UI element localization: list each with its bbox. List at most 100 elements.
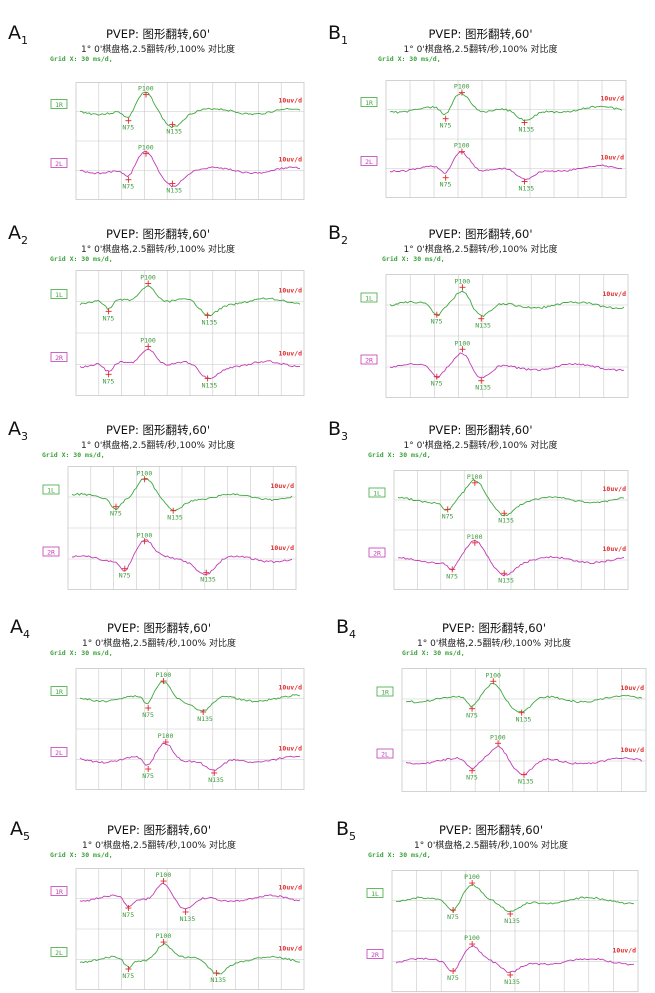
- peak-label-p100: P100: [467, 533, 483, 541]
- peak-marker-p100: P100: [156, 932, 172, 946]
- scale-label: 10uv/d: [279, 350, 303, 358]
- peak-marker-n135: N135: [504, 910, 520, 925]
- grid: [391, 870, 639, 992]
- peak-marker-p100: P100: [464, 873, 480, 887]
- peak-marker-n135: N135: [498, 570, 514, 584]
- peak-marker-n75: N75: [447, 968, 459, 982]
- peak-label-n75: N75: [122, 911, 134, 919]
- channel-label: 1R: [55, 101, 63, 109]
- peak-marker-n135: N135: [202, 312, 217, 326]
- waveform-trace: 1L N75 P100 N135: [366, 873, 635, 925]
- panel-number: 3: [341, 429, 349, 443]
- channel-label: 2R: [365, 357, 373, 365]
- channel-label: 1L: [371, 890, 379, 898]
- panel-letter: B: [336, 818, 350, 840]
- scale-label: 10uv/d: [601, 95, 625, 103]
- panel-subtitle: 1° 0'棋盘格,2.5翻转/秒,100% 对比度: [403, 45, 558, 55]
- scale-label: 10uv/d: [279, 945, 303, 953]
- channel-label: 2R: [373, 550, 381, 558]
- panel-title: PVEP: 图形翻转,60': [442, 621, 546, 635]
- channel-label: 1R: [381, 689, 389, 697]
- panel-a1: A1 PVEP: 图形翻转,60' 1° 0'棋盘格,2.5翻转/秒,100% …: [8, 22, 308, 200]
- panel-subtitle: 1° 0'棋盘格,2.5翻转/秒,100% 对比度: [82, 841, 236, 851]
- peak-marker-n135: N135: [197, 708, 213, 723]
- channel-label: 2R: [55, 354, 63, 362]
- peak-marker-p100: P100: [140, 336, 156, 350]
- waveform-trace: 2R N75 P100 N135 10uv/d: [368, 533, 626, 584]
- grid-label: Grid X: 30 ms/d,: [402, 649, 465, 657]
- panel-title: PVEP: 图形翻转,60': [107, 621, 211, 635]
- peak-marker-p100: P100: [137, 469, 152, 483]
- waveform-line: [397, 540, 625, 577]
- channel-label: 1L: [373, 490, 381, 498]
- waveform-trace: 1L N75 P100 N135 10uv/d: [50, 273, 302, 326]
- panel-subtitle: 1° 0'棋盘格,2.5翻转/秒,100% 对比度: [414, 841, 568, 851]
- peak-marker-n135: N135: [498, 510, 514, 524]
- channel-label: 1L: [55, 291, 63, 299]
- panel-subtitle: 1° 0'棋盘格,2.5翻转/秒,100% 对比度: [417, 639, 571, 649]
- peak-label-n75: N75: [440, 181, 452, 189]
- peak-marker-n75: N75: [122, 117, 134, 132]
- channel-label-box: [50, 99, 68, 109]
- peak-marker-n75: N75: [119, 565, 131, 580]
- peak-marker-p100: P100: [467, 533, 483, 546]
- panel-letter: B: [328, 222, 342, 244]
- channel-label-box: [376, 748, 394, 759]
- panel-title: PVEP: 图形翻转,60': [428, 27, 533, 41]
- panel-b2: B2 PVEP: 图形翻转,60' 1° 0'棋盘格,2.5翻转/秒,100% …: [328, 222, 633, 400]
- scale-label: 10uv/d: [613, 947, 637, 955]
- channel-label-box: [366, 949, 384, 959]
- channel-label: 1R: [55, 688, 63, 696]
- panel-letter: A: [8, 418, 21, 440]
- waveform-line: [389, 92, 623, 121]
- peak-label-p100: P100: [464, 873, 480, 881]
- peak-marker-n135: N135: [180, 908, 195, 923]
- peak-label-n135: N135: [498, 576, 514, 584]
- peak-label-n75: N75: [442, 512, 454, 520]
- peak-marker-p100: P100: [467, 473, 483, 486]
- waveform-line: [71, 477, 293, 512]
- peak-label-n75: N75: [431, 380, 443, 388]
- channel-label-box: [50, 886, 68, 896]
- peak-label-p100: P100: [467, 473, 483, 481]
- peak-label-p100: P100: [156, 671, 172, 679]
- panel-title: PVEP: 图形翻转,60': [106, 27, 210, 41]
- peak-label-p100: P100: [140, 336, 156, 344]
- peak-label-n75: N75: [142, 711, 154, 719]
- panel-a4: A4 PVEP: 图形翻转,60' 1° 0'棋盘格,2.5翻转/秒,100% …: [10, 616, 308, 794]
- peak-label-n135: N135: [475, 322, 491, 330]
- panel-a2: A2 PVEP: 图形翻转,60' 1° 0'棋盘格,2.5翻转/秒,100% …: [8, 222, 308, 400]
- channel-label-box: [50, 352, 68, 362]
- waveform-line: [79, 681, 301, 712]
- panel-a3: A3 PVEP: 图形翻转,60' 1° 0'棋盘格,2.5翻转/秒,100% …: [8, 418, 308, 596]
- peak-marker-n75: N75: [122, 905, 134, 919]
- panel-title: PVEP: 图形翻转,60': [106, 227, 210, 241]
- vep-plot: 1R N75 P100 N135 10uv/d 2L N75 P100 N135 10uv/d: [50, 668, 305, 790]
- peak-label-n135: N135: [516, 716, 532, 724]
- waveform-trace: 1R N75 P100 N135 10uv/d: [50, 671, 302, 723]
- panel-letter: A: [8, 22, 21, 44]
- panel-subtitle: 1° 0'棋盘格,2.5翻转/秒,100% 对比度: [403, 441, 558, 451]
- peak-label-n135: N135: [202, 381, 218, 389]
- peak-marker-n75: N75: [122, 176, 134, 191]
- peak-marker-p100: P100: [454, 142, 470, 155]
- channel-label-box: [50, 686, 68, 696]
- waveform-trace: 1L N75 P100 N135 10uv/d: [368, 473, 626, 524]
- peak-marker-n135: N135: [504, 971, 520, 986]
- waveform-line: [79, 742, 301, 771]
- waveform-line: [389, 151, 623, 181]
- peak-marker-n75: N75: [431, 311, 443, 326]
- waveform-line: [79, 285, 301, 317]
- peak-label-p100: P100: [156, 932, 172, 940]
- waveform-line: [395, 884, 635, 913]
- peak-marker-p100: P100: [454, 83, 470, 96]
- peak-marker-p100: P100: [455, 339, 470, 353]
- peak-label-n135: N135: [208, 776, 224, 784]
- channel-label: 1R: [55, 888, 63, 896]
- peak-label-n135: N135: [518, 778, 534, 786]
- channel-label: 1L: [365, 295, 373, 303]
- peak-marker-p100: P100: [138, 144, 154, 157]
- scale-label: 10uv/d: [271, 544, 295, 552]
- waveform-line: [71, 539, 293, 576]
- peak-marker-n135: N135: [516, 709, 532, 724]
